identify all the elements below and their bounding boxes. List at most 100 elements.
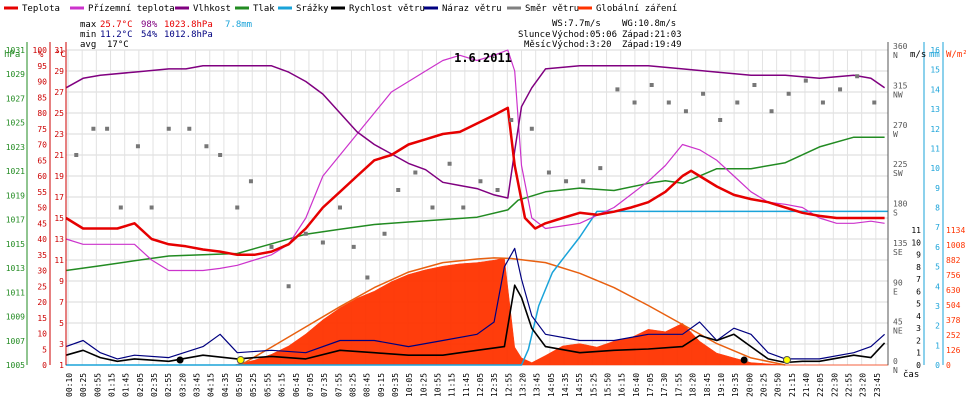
stat-max-press: 1023.8hPa bbox=[164, 20, 213, 30]
tick-label-pct: 50 bbox=[37, 204, 47, 213]
wind-direction-point bbox=[74, 153, 79, 157]
tick-label-hpa: 1021 bbox=[6, 167, 25, 176]
wind-direction-point bbox=[461, 205, 466, 210]
tick-label-mm: 9 bbox=[935, 184, 940, 193]
wind-direction-point bbox=[649, 83, 654, 87]
stat-rain: 7.8mm bbox=[225, 20, 252, 30]
tick-label-hpa: 1027 bbox=[6, 94, 25, 103]
tick-label-pct: 10 bbox=[37, 330, 47, 339]
tick-label-time: 02:35 bbox=[150, 373, 159, 397]
stat-min-label: min bbox=[80, 30, 96, 40]
moonrise-marker bbox=[176, 356, 184, 364]
wind-direction-point bbox=[598, 166, 603, 171]
tick-label-time: 22:05 bbox=[816, 373, 825, 397]
tick-label-ms: 2 bbox=[916, 336, 921, 345]
wind-direction-point bbox=[365, 275, 370, 280]
tick-label-time: 21:40 bbox=[802, 373, 811, 397]
tick-label-mm: 5 bbox=[935, 263, 940, 272]
tick-label-time: 05:05 bbox=[235, 373, 244, 397]
stat-max-label: max bbox=[80, 20, 97, 30]
tick-label-pct: 75 bbox=[37, 125, 47, 134]
series-line-pressure bbox=[65, 136, 885, 272]
radiation-fill bbox=[66, 257, 888, 366]
tick-label-hpa: 1005 bbox=[6, 361, 25, 370]
tick-label-c: 27 bbox=[54, 88, 64, 97]
tick-label-dir: 45 bbox=[893, 318, 903, 327]
tick-label-ms: 4 bbox=[916, 312, 921, 321]
tick-label-ms: 0 bbox=[916, 361, 921, 370]
tick-label-time: 11:15 bbox=[448, 373, 457, 397]
tick-label-mm: 14 bbox=[930, 85, 940, 94]
wind-direction-point bbox=[218, 153, 223, 157]
tick-label-c: 1 bbox=[59, 361, 64, 370]
stat-avg-label: avg bbox=[80, 40, 96, 50]
tick-label-mm: 16 bbox=[930, 46, 940, 55]
wind-direction-point bbox=[338, 205, 342, 210]
tick-label-c: 7 bbox=[59, 298, 64, 307]
tick-label-c: 11 bbox=[54, 256, 64, 265]
info-moon-rise: Východ:3:20 bbox=[552, 40, 612, 50]
tick-label-c: 5 bbox=[59, 319, 64, 328]
tick-label-time: 12:35 bbox=[490, 373, 499, 397]
tick-label-hpa: 1025 bbox=[6, 119, 25, 128]
wind-direction-point bbox=[235, 205, 240, 210]
tick-label-wm: 126 bbox=[946, 346, 961, 355]
tick-label-time: 20:00 bbox=[745, 373, 754, 397]
tick-label-time: 05:25 bbox=[249, 373, 258, 397]
wind-direction-point bbox=[683, 109, 688, 114]
tick-label-hpa: 1031 bbox=[6, 46, 25, 55]
stats-block: max 25.7°C 98% 1023.8hPa 7.8mm min 11.2°… bbox=[80, 20, 252, 50]
tick-label-dir-name: E bbox=[893, 287, 898, 296]
wind-direction-point bbox=[105, 126, 110, 131]
tick-label-wm: 756 bbox=[946, 271, 961, 280]
tick-label-dir: 90 bbox=[893, 278, 903, 287]
tick-label-time: 07:35 bbox=[320, 373, 329, 397]
tick-label-pct: 5 bbox=[42, 345, 47, 354]
legend-label: Směr větru bbox=[525, 4, 579, 14]
wind-direction-point bbox=[166, 126, 171, 131]
wind-direction-point bbox=[430, 205, 435, 210]
tick-label-time: 09:15 bbox=[377, 373, 386, 397]
legend-label: Náraz větru bbox=[442, 4, 502, 14]
tick-label-wm: 1134 bbox=[946, 226, 965, 235]
tick-label-time: 20:50 bbox=[774, 373, 783, 397]
tick-label-pct: 40 bbox=[37, 235, 47, 244]
axis-unit-c: °C bbox=[55, 50, 66, 60]
wind-direction-point bbox=[447, 161, 452, 166]
legend-label: Tlak bbox=[253, 4, 275, 14]
wind-direction-point bbox=[855, 74, 860, 79]
wind-direction-point bbox=[478, 179, 483, 184]
tick-label-pct: 100 bbox=[33, 46, 48, 55]
tick-label-time: 13:20 bbox=[519, 373, 528, 397]
wind-direction-point bbox=[91, 126, 96, 131]
tick-label-ms: 10 bbox=[911, 238, 921, 247]
tick-label-dir: 360 bbox=[893, 42, 908, 51]
tick-label-time: 10:55 bbox=[433, 373, 442, 397]
tick-label-wm: 1008 bbox=[946, 241, 965, 250]
tick-label-c: 23 bbox=[54, 130, 64, 139]
tick-label-mm: 7 bbox=[935, 223, 940, 232]
tick-label-time: 16:15 bbox=[618, 373, 627, 397]
tick-label-time: 01:15 bbox=[108, 373, 117, 397]
tick-label-dir-name: NE bbox=[893, 327, 903, 336]
tick-label-pct: 95 bbox=[37, 62, 47, 71]
wind-direction-point bbox=[413, 170, 418, 175]
tick-label-c: 3 bbox=[59, 340, 64, 349]
wind-direction-point bbox=[382, 231, 387, 236]
tick-label-dir-name: N bbox=[893, 51, 898, 60]
tick-label-wm: 882 bbox=[946, 256, 961, 265]
wind-direction-point bbox=[187, 126, 192, 131]
tick-label-c: 29 bbox=[54, 67, 64, 76]
wind-direction-point bbox=[303, 231, 308, 236]
tick-label-dir: 270 bbox=[893, 121, 908, 130]
tick-label-c: 19 bbox=[54, 172, 64, 181]
wind-direction-point bbox=[752, 83, 757, 87]
tick-label-time: 09:35 bbox=[391, 373, 400, 397]
tick-label-time: 00:55 bbox=[93, 373, 102, 397]
tick-label-time: 15:25 bbox=[589, 373, 598, 397]
radiation-area bbox=[66, 257, 888, 366]
tick-label-wm: 630 bbox=[946, 286, 961, 295]
tick-label-ms: 7 bbox=[916, 275, 921, 284]
tick-label-pct: 80 bbox=[37, 109, 47, 118]
tick-label-dir: 135 bbox=[893, 239, 908, 248]
